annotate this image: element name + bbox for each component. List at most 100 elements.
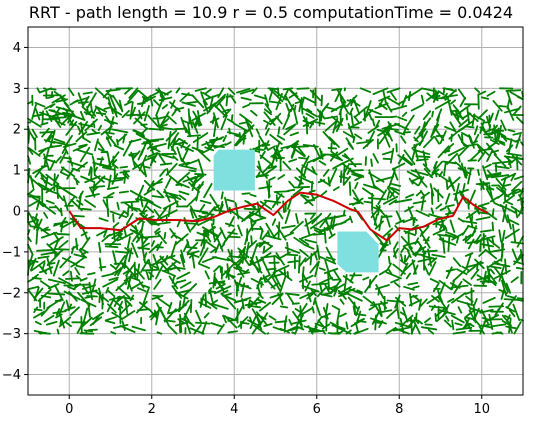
tree-edge [385, 326, 397, 335]
tree-edge [300, 194, 310, 199]
tree-edge [94, 105, 108, 113]
tree-edge [501, 229, 506, 242]
tree-edge [52, 107, 61, 120]
tree-edge [503, 155, 523, 160]
tree-edge [336, 310, 341, 325]
tree-edge [397, 116, 408, 122]
tree-edge [27, 173, 34, 182]
tree-edge [509, 219, 520, 226]
tree-edge [420, 87, 436, 92]
tree-edge [461, 265, 469, 271]
tree-edge [163, 191, 179, 197]
tree-edge [413, 264, 419, 275]
tree-edge [108, 151, 120, 166]
tree-edge [167, 301, 173, 315]
tree-edge [320, 112, 323, 122]
obstacle [213, 149, 255, 191]
tree-edge [56, 184, 73, 196]
tree-edge [191, 176, 199, 192]
tree-edge [77, 101, 89, 104]
tree-edge [296, 302, 308, 319]
tree-edge [93, 166, 98, 173]
tree-edge [469, 149, 482, 162]
tree-edge [249, 315, 257, 330]
tree-edge [122, 210, 129, 216]
tree-edge [148, 221, 156, 226]
tree-edge [143, 187, 155, 196]
tree-edge [136, 101, 146, 105]
tree-edge [188, 181, 200, 193]
tree-edge [447, 176, 461, 189]
tree-edge [457, 306, 463, 314]
tree-edge [227, 87, 236, 95]
tree-edge [159, 162, 173, 166]
tree-edge [356, 289, 363, 294]
tree-edge [497, 184, 506, 193]
tree-edge [432, 283, 440, 293]
tree-edge [236, 276, 243, 290]
tree-edge [79, 146, 91, 163]
tree-edge [243, 207, 260, 211]
tree-edge [107, 303, 117, 314]
tree-edge [117, 296, 135, 300]
tree-edge [477, 109, 488, 120]
tree-edge [170, 145, 177, 154]
y-tick-label: −3 [2, 327, 21, 342]
tree-edge [386, 309, 397, 319]
tree-edge [437, 308, 456, 316]
tree-edge [102, 278, 119, 288]
tree-edge [79, 247, 89, 254]
tree-edge [145, 269, 150, 281]
tree-edge [491, 221, 495, 232]
tree-edge [104, 245, 119, 249]
tree-edge [342, 165, 346, 185]
tree-edge [284, 209, 291, 225]
tree-edge [392, 326, 411, 332]
tree-edge [104, 316, 117, 322]
tree-edge [109, 210, 128, 218]
tree-edge [345, 137, 354, 149]
tree-edge [489, 268, 495, 275]
tree-edge [126, 273, 133, 290]
tree-edge [311, 306, 315, 314]
tree-edge [119, 165, 129, 169]
tree-edge [250, 235, 253, 245]
tree-edge [79, 277, 88, 282]
tree-edge [178, 190, 190, 196]
tree-edge [125, 212, 134, 226]
tree-edge [512, 303, 521, 322]
tree-edge [44, 176, 49, 189]
tree-edge [449, 219, 456, 233]
tree-edge [472, 303, 477, 322]
tree-edge [75, 264, 85, 269]
tree-edge [314, 261, 320, 278]
tree-edge [356, 141, 368, 145]
tree-edge [454, 183, 460, 201]
tree-edge [178, 194, 187, 201]
tree-edge [237, 245, 247, 259]
tree-edge [322, 168, 330, 177]
tree-edge [38, 265, 48, 275]
tree-edge [46, 243, 58, 254]
tree-edge [28, 259, 36, 268]
tree-edge [332, 117, 339, 134]
y-tick-label: 4 [13, 41, 21, 56]
tree-edge [27, 130, 31, 144]
tree-edge [58, 316, 72, 328]
tree-edge [477, 150, 487, 162]
plot-frame [27, 26, 524, 396]
tree-edge [395, 219, 405, 225]
tree-edge [226, 273, 236, 278]
tree-edge [513, 321, 522, 335]
tree-edge [392, 263, 406, 275]
tree-edge [199, 199, 212, 205]
tree-edge [46, 257, 53, 275]
tree-edge [198, 203, 206, 213]
tree-edge [484, 171, 502, 177]
tree-edge [439, 130, 447, 145]
tree-edge [449, 282, 461, 289]
tree-edge [407, 250, 412, 259]
tree-edge [394, 198, 413, 204]
tree-edge [147, 152, 158, 158]
tree-edge [264, 94, 270, 107]
